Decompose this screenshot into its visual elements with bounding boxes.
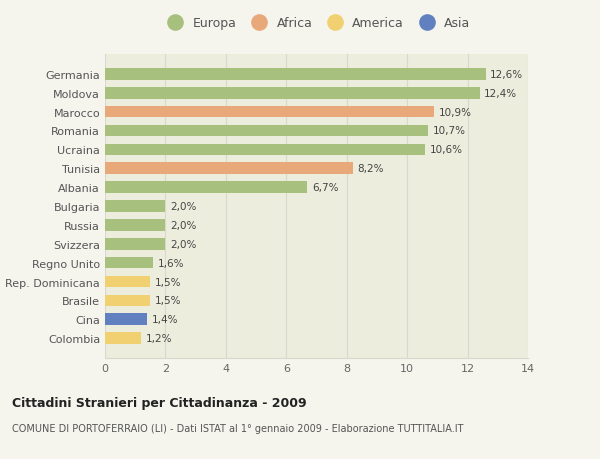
Bar	[105, 106, 434, 118]
Text: 1,6%: 1,6%	[158, 258, 184, 268]
Text: 2,0%: 2,0%	[170, 239, 196, 249]
Bar	[105, 333, 141, 344]
Text: 10,7%: 10,7%	[433, 126, 466, 136]
Bar	[105, 69, 486, 80]
Text: 2,0%: 2,0%	[170, 202, 196, 212]
Text: 1,5%: 1,5%	[155, 277, 181, 287]
Bar	[105, 314, 148, 325]
Text: 1,2%: 1,2%	[146, 333, 172, 343]
Text: 10,9%: 10,9%	[439, 107, 472, 118]
Text: 6,7%: 6,7%	[312, 183, 338, 193]
Bar	[105, 295, 151, 307]
Text: 8,2%: 8,2%	[357, 164, 384, 174]
Bar	[105, 88, 479, 99]
Text: 1,4%: 1,4%	[152, 314, 178, 325]
Bar	[105, 125, 428, 137]
Bar	[105, 257, 154, 269]
Bar	[105, 182, 307, 194]
Bar	[105, 219, 166, 231]
Legend: Europa, Africa, America, Asia: Europa, Africa, America, Asia	[160, 14, 473, 32]
Bar	[105, 276, 151, 288]
Text: COMUNE DI PORTOFERRAIO (LI) - Dati ISTAT al 1° gennaio 2009 - Elaborazione TUTTI: COMUNE DI PORTOFERRAIO (LI) - Dati ISTAT…	[12, 424, 464, 433]
Text: 1,5%: 1,5%	[155, 296, 181, 306]
Text: 12,4%: 12,4%	[484, 89, 517, 99]
Bar	[105, 201, 166, 213]
Bar	[105, 238, 166, 250]
Bar	[105, 163, 353, 175]
Text: 2,0%: 2,0%	[170, 220, 196, 230]
Text: 12,6%: 12,6%	[490, 70, 523, 80]
Text: Cittadini Stranieri per Cittadinanza - 2009: Cittadini Stranieri per Cittadinanza - 2…	[12, 396, 307, 409]
Text: 10,6%: 10,6%	[430, 145, 463, 155]
Bar	[105, 144, 425, 156]
